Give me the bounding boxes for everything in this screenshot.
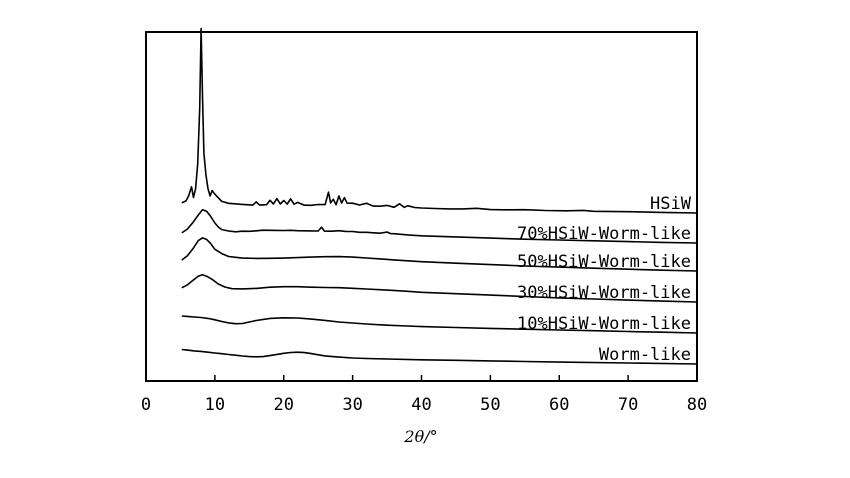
series-label-5: Worm-like: [599, 345, 691, 365]
series-label-1: 70%HSiW-Worm-like: [517, 224, 691, 244]
series-label-3: 30%HSiW-Worm-like: [517, 283, 691, 303]
x-axis-ticks: 0 10 20 30 40 50 60 70 80: [141, 375, 707, 415]
series-label-4: 10%HSiW-Worm-like: [517, 314, 691, 334]
x-tick-label-0: 0: [141, 395, 151, 415]
x-tick-label-60: 60: [549, 395, 569, 415]
series-line-3: [181, 273, 698, 303]
series-line-2: [181, 237, 698, 272]
series-label-0: HSiW: [650, 194, 692, 214]
series-labels: HSiW 70%HSiW-Worm-like 50%HSiW-Worm-like 30…: [517, 194, 692, 365]
x-tick-label-40: 40: [411, 395, 431, 415]
series-line-4: [181, 315, 698, 334]
x-tick-label-50: 50: [480, 395, 500, 415]
series-line-0: [181, 27, 698, 214]
x-tick-label-30: 30: [342, 395, 362, 415]
series-lines: [181, 27, 698, 365]
x-tick-label-80: 80: [687, 395, 707, 415]
x-tick-label-70: 70: [618, 395, 638, 415]
x-tick-label-10: 10: [205, 395, 225, 415]
x-axis-label: 2θ/°: [403, 427, 437, 446]
x-tick-label-20: 20: [274, 395, 294, 415]
series-line-1: [181, 209, 698, 244]
series-line-5: [181, 348, 698, 365]
series-label-2: 50%HSiW-Worm-like: [517, 252, 691, 272]
